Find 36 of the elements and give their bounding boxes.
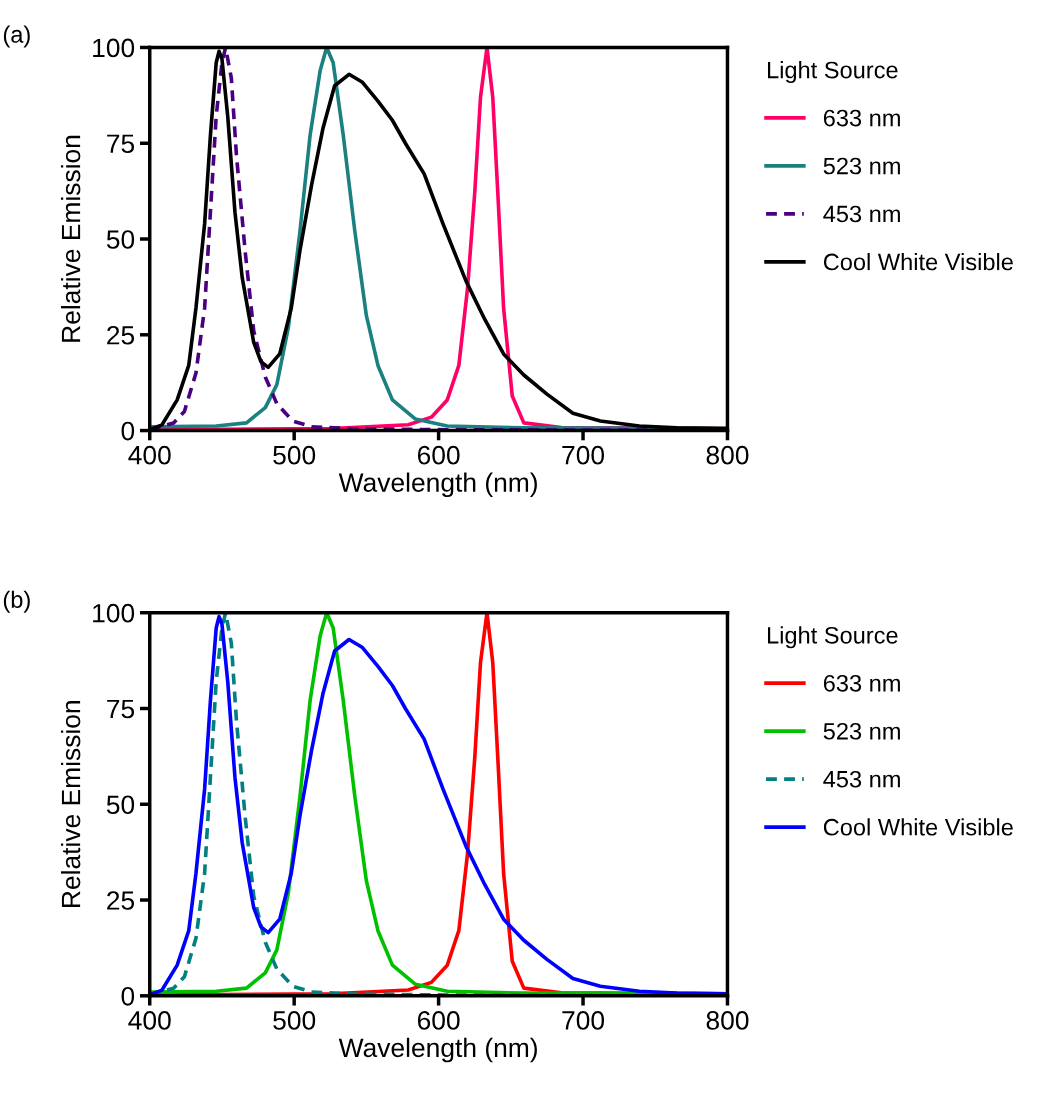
- y-axis-title: Relative Emission: [60, 135, 81, 342]
- x-tick-label: 600: [417, 445, 460, 465]
- y-tick-label: 50: [106, 230, 135, 249]
- x-tick-label: 400: [128, 1011, 171, 1030]
- legend-label: 633 nm: [823, 674, 900, 692]
- y-tick-label: 75: [107, 134, 135, 154]
- y-tick-label: 0: [121, 421, 135, 441]
- y-tick-label: 25: [107, 325, 135, 345]
- legend-title: Light Source: [767, 626, 898, 649]
- y-tick-label: 50: [106, 795, 135, 815]
- legend-label: 453 nm: [823, 770, 900, 788]
- legend-label: 633 nm: [823, 109, 900, 127]
- legend-label: 523 nm: [823, 722, 900, 740]
- y-tick-label: 100: [93, 38, 135, 58]
- x-tick-label: 400: [128, 445, 171, 465]
- legend-label: Cool White Visible: [823, 818, 1013, 836]
- x-axis-title: Wavelength (nm): [338, 472, 537, 498]
- x-tick-label: 500: [273, 445, 316, 465]
- legend-label: 523 nm: [823, 157, 900, 175]
- text: (a): [3, 25, 30, 48]
- x-axis-title: Wavelength (nm): [338, 1037, 537, 1063]
- x-tick-label: 800: [706, 1011, 749, 1030]
- y-axis-title: Relative Emission: [60, 701, 81, 907]
- x-tick-label: 700: [562, 1011, 605, 1030]
- legend-title: Light Source: [767, 61, 898, 84]
- x-tick-label: 500: [273, 1011, 316, 1030]
- y-tick-label: 25: [107, 891, 135, 910]
- x-tick-label: 600: [417, 1011, 460, 1030]
- legend-label: Cool White Visible: [823, 252, 1013, 271]
- legend-label: 453 nm: [823, 205, 900, 223]
- y-tick-label: 0: [121, 986, 135, 1006]
- text: (b): [3, 590, 30, 613]
- x-tick-label: 800: [706, 445, 749, 465]
- y-tick-label: 75: [107, 699, 135, 719]
- x-tick-label: 700: [562, 445, 605, 465]
- y-tick-label: 100: [93, 603, 135, 623]
